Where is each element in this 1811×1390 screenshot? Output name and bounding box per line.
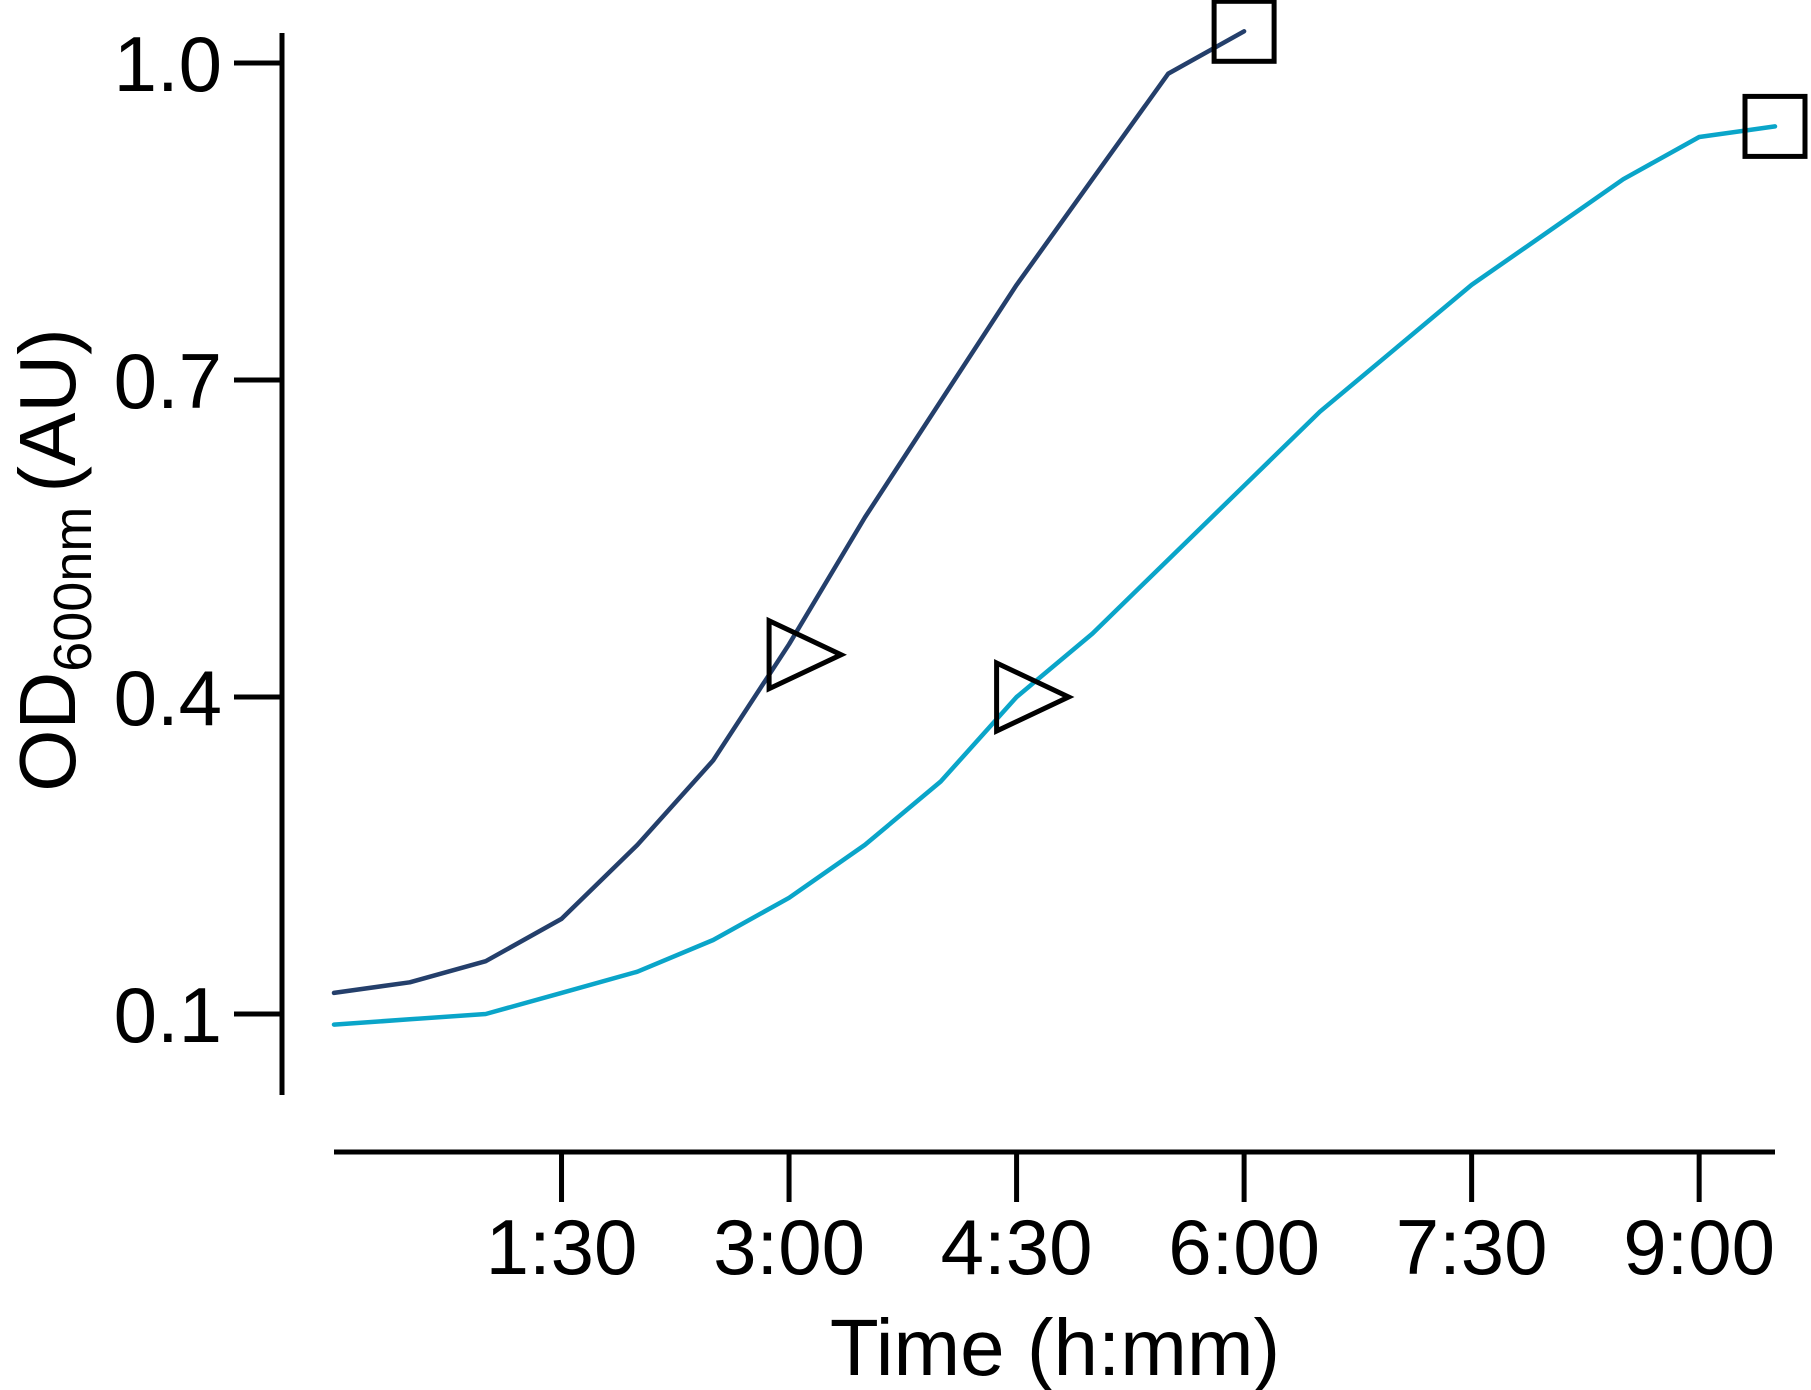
- y-axis: 0.1 0.4 0.7 1.0: [114, 20, 285, 1095]
- x-tick-label: 1:30: [486, 1203, 638, 1291]
- y-tick-label: 0.4: [114, 654, 222, 742]
- y-axis-title: OD600nm (AU): [3, 328, 103, 792]
- y-axis-title-unit: (AU): [3, 328, 92, 492]
- y-axis-title-main: OD: [3, 672, 92, 792]
- x-tick-label: 6:00: [1168, 1203, 1320, 1291]
- square-marker: [1211, 0, 1277, 64]
- x-tick-label: 7:30: [1396, 1203, 1548, 1291]
- y-axis-title-subscript: 600nm: [43, 507, 103, 672]
- y-tick-label: 0.1: [114, 971, 222, 1059]
- y-tick-label: 1.0: [114, 20, 222, 108]
- series-line-2: [331, 124, 1778, 1027]
- y-tick-label: 0.7: [114, 337, 222, 425]
- x-tick-label: 9:00: [1623, 1203, 1775, 1291]
- square-marker: [1742, 93, 1808, 159]
- x-tick-label: 3:00: [713, 1203, 865, 1291]
- x-axis-title: Time (h:mm): [830, 1303, 1280, 1390]
- series-line-1: [331, 29, 1247, 996]
- x-axis: 1:30 3:00 4:30 6:00 7:30 9:00: [334, 1149, 1775, 1291]
- marker-layer: [766, 0, 1808, 735]
- series-layer: [331, 29, 1778, 1027]
- x-tick-label: 4:30: [941, 1203, 1093, 1291]
- triangle-marker: [994, 659, 1075, 735]
- triangle-marker: [766, 616, 847, 693]
